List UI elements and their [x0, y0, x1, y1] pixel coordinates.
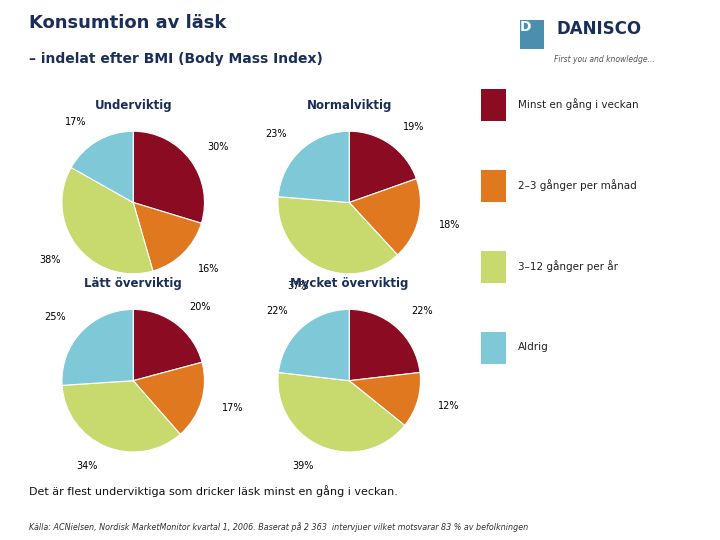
Text: 16%: 16%: [198, 264, 220, 274]
FancyBboxPatch shape: [482, 89, 506, 122]
Text: Danisco A/S: Danisco A/S: [35, 84, 100, 93]
Text: Källa: ACNielsen, Nordisk MarketMonitor kvartal 1, 2006. Baserat på 2 363  inter: Källa: ACNielsen, Nordisk MarketMonitor …: [29, 522, 528, 532]
Text: 34%: 34%: [76, 461, 98, 471]
Text: First you and knowledge...: First you and knowledge...: [554, 56, 655, 64]
Text: 37%: 37%: [287, 281, 309, 291]
Text: 38%: 38%: [39, 255, 60, 265]
FancyBboxPatch shape: [482, 251, 506, 284]
Text: 22%: 22%: [411, 307, 433, 316]
FancyBboxPatch shape: [482, 332, 506, 365]
Text: Aldrig: Aldrig: [518, 342, 549, 352]
Wedge shape: [349, 179, 420, 255]
Wedge shape: [71, 131, 133, 202]
FancyBboxPatch shape: [482, 170, 506, 202]
Text: D: D: [520, 20, 531, 34]
Title: Lätt överviktig: Lätt överviktig: [84, 278, 182, 291]
Wedge shape: [133, 362, 204, 434]
Wedge shape: [279, 309, 349, 381]
Text: 23%: 23%: [265, 130, 287, 139]
Text: DANISCO: DANISCO: [557, 20, 642, 38]
Wedge shape: [278, 373, 405, 452]
Text: Det är flest underviktiga som dricker läsk minst en gång i veckan.: Det är flest underviktiga som dricker lä…: [29, 485, 397, 497]
Text: 3–12 gånger per år: 3–12 gånger per år: [518, 260, 618, 272]
Text: 2–3 gånger per månad: 2–3 gånger per månad: [518, 179, 637, 191]
Title: Underviktig: Underviktig: [94, 99, 172, 112]
Text: 18%: 18%: [439, 220, 461, 230]
Wedge shape: [349, 309, 420, 381]
Wedge shape: [133, 309, 202, 381]
Text: 25%: 25%: [44, 312, 66, 322]
FancyBboxPatch shape: [520, 20, 544, 49]
Title: Mycket överviktig: Mycket överviktig: [290, 278, 408, 291]
Text: Minst en gång i veckan: Minst en gång i veckan: [518, 98, 639, 110]
Wedge shape: [349, 373, 420, 426]
Text: 17%: 17%: [65, 118, 86, 127]
Text: 17%: 17%: [222, 403, 243, 413]
Wedge shape: [278, 197, 397, 274]
Wedge shape: [278, 131, 349, 202]
Text: 20%: 20%: [189, 302, 211, 312]
Wedge shape: [62, 381, 180, 452]
Wedge shape: [349, 131, 416, 202]
Text: 30%: 30%: [207, 143, 229, 152]
Title: Normalviktig: Normalviktig: [307, 99, 392, 112]
Text: 22%: 22%: [266, 307, 287, 316]
Wedge shape: [133, 131, 204, 223]
Text: 12%: 12%: [438, 401, 460, 411]
Wedge shape: [133, 202, 202, 271]
Text: 39%: 39%: [292, 461, 313, 471]
Wedge shape: [62, 309, 133, 386]
Text: Konsumtion av läsk: Konsumtion av läsk: [29, 14, 226, 32]
Text: – indelat efter BMI (Body Mass Index): – indelat efter BMI (Body Mass Index): [29, 51, 323, 65]
Text: 19%: 19%: [402, 122, 424, 132]
Wedge shape: [62, 167, 153, 274]
